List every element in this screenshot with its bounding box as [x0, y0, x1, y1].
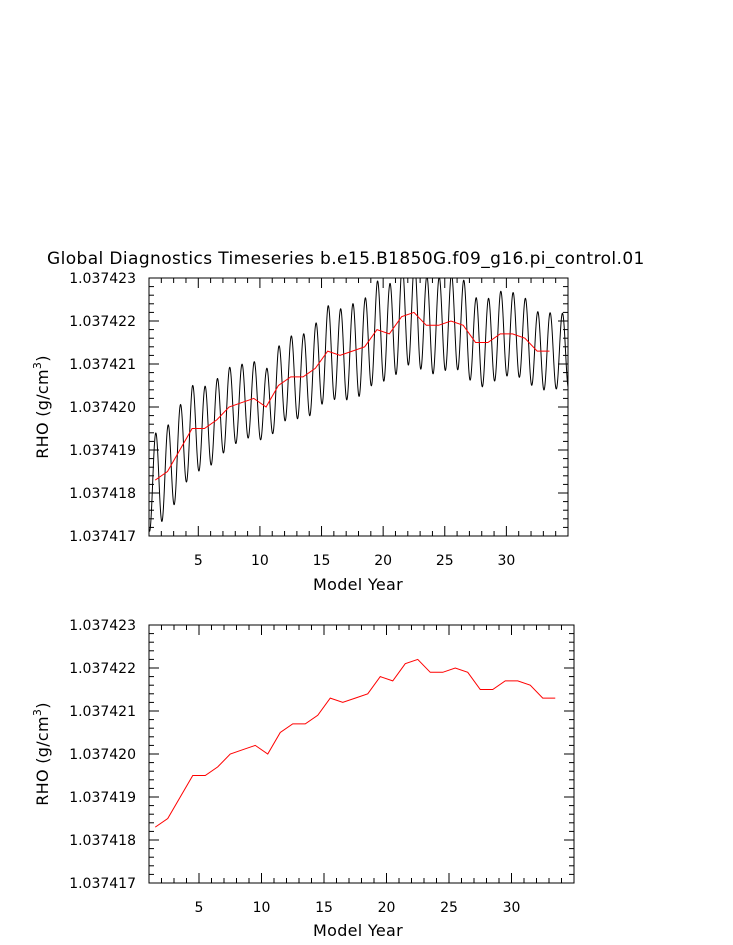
y-tick-label: 1.037418	[69, 486, 136, 502]
x-tick-label: 15	[315, 900, 333, 916]
y-tick-label: 1.037420	[69, 400, 136, 416]
top-panel: 1.037417 1.037418 1.037419 1.037420 1.037421…	[31, 271, 569, 594]
x-tick-label: 20	[378, 900, 396, 916]
y-tick-label: 1.037419	[69, 443, 136, 459]
x-tick-label: 25	[436, 553, 454, 569]
figure-title: Global Diagnostics Timeseries b.e15.B185…	[47, 249, 645, 269]
y-tick-label: 1.037423	[69, 271, 136, 287]
y-tick-label: 1.037421	[69, 704, 136, 720]
annual-mean-line	[154, 311, 550, 481]
y-tick-label: 1.037423	[69, 618, 136, 634]
y-tick-label: 1.037422	[69, 314, 136, 330]
x-tick-label: 5	[194, 553, 203, 569]
y-tick-label: 1.037419	[69, 790, 136, 806]
x-axis-label: Model Year	[313, 575, 403, 594]
monthly-series-line	[149, 278, 568, 532]
x-tick-label: 15	[313, 553, 331, 569]
y-tick-label: 1.037421	[69, 357, 136, 373]
y-axis-label: RHO (g/cm3)	[31, 702, 52, 806]
y-tick-label: 1.037417	[69, 876, 136, 892]
y-tick-label: 1.037422	[69, 661, 136, 677]
x-axis-label: Model Year	[313, 921, 403, 940]
plot-frame	[148, 624, 575, 884]
annual-mean-line	[154, 658, 556, 828]
x-tick-label: 20	[374, 553, 392, 569]
x-tick-label: 10	[253, 900, 271, 916]
x-tick-label: 5	[195, 900, 204, 916]
x-tick-label: 10	[251, 553, 269, 569]
y-axis-label: RHO (g/cm3)	[31, 355, 52, 459]
x-tick-label: 30	[503, 900, 521, 916]
x-tick-label: 25	[440, 900, 458, 916]
y-tick-label: 1.037418	[69, 833, 136, 849]
plot-frame	[148, 277, 569, 537]
bottom-panel: 1.037417 1.037418 1.037419 1.037420 1.037421…	[31, 618, 575, 940]
x-tick-label: 30	[497, 553, 515, 569]
y-tick-label: 1.037417	[69, 529, 136, 545]
y-tick-label: 1.037420	[69, 747, 136, 763]
